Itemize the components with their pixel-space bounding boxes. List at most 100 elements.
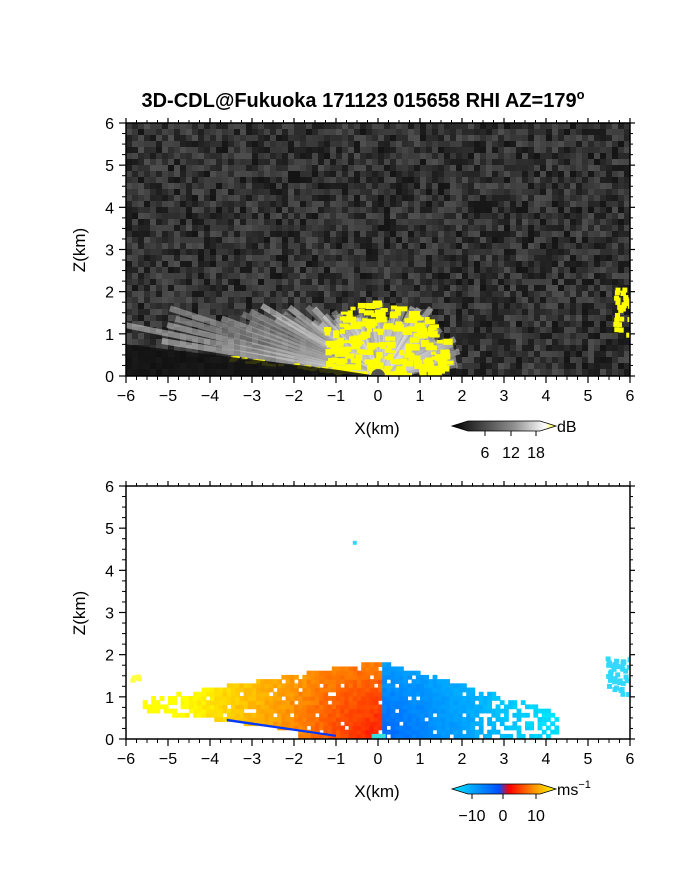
noise-cell <box>528 243 534 249</box>
noise-cell <box>216 147 222 153</box>
noise-cell <box>600 159 606 165</box>
strong-echo-cell <box>617 304 623 310</box>
velocity-cell <box>415 704 421 710</box>
noise-cell <box>294 123 300 129</box>
noise-cell <box>588 273 594 279</box>
noise-cell <box>624 315 630 321</box>
velocity-cell <box>390 700 396 706</box>
velocity-cell <box>436 712 442 718</box>
velocity-cell <box>239 700 245 706</box>
velocity-cell <box>268 717 274 722</box>
noise-cell <box>348 183 354 189</box>
noise-cell <box>558 327 564 333</box>
noise-cell <box>486 357 492 363</box>
noise-cell <box>204 135 210 141</box>
noise-cell <box>576 171 582 177</box>
noise-cell <box>408 231 414 237</box>
top-ylabel: Z(km) <box>70 228 89 272</box>
velocity-cell <box>302 712 308 718</box>
noise-cell <box>384 243 390 249</box>
noise-cell <box>558 261 564 267</box>
noise-cell <box>426 123 432 129</box>
noise-cell <box>228 147 234 153</box>
velocity-cell <box>424 721 429 727</box>
noise-cell <box>450 171 456 177</box>
velocity-cell <box>340 695 345 701</box>
noise-cell <box>468 171 474 177</box>
noise-cell <box>480 285 486 291</box>
velocity-cell <box>361 666 366 672</box>
noise-cell <box>180 207 186 213</box>
noise-cell <box>252 207 258 213</box>
noise-cell <box>390 219 396 225</box>
noise-cell <box>126 285 132 291</box>
noise-cell <box>156 195 162 201</box>
noise-cell <box>564 225 570 231</box>
noise-cell <box>618 183 624 189</box>
noise-cell <box>582 291 588 297</box>
noise-cell <box>582 141 588 147</box>
velocity-cell <box>378 712 383 718</box>
noise-cell <box>534 315 540 321</box>
noise-cell <box>192 141 198 147</box>
noise-cell <box>222 279 228 285</box>
noise-cell <box>432 297 438 303</box>
noise-cell <box>348 129 354 135</box>
velocity-cell <box>176 712 182 718</box>
noise-cell <box>420 129 426 135</box>
noise-cell <box>168 195 174 201</box>
noise-cell <box>552 153 558 159</box>
noise-cell <box>126 135 132 141</box>
noise-cell <box>540 231 546 237</box>
noise-cell <box>474 225 480 231</box>
velocity-cell <box>214 691 219 697</box>
noise-cell <box>144 261 150 267</box>
noise-cell <box>222 255 228 261</box>
noise-cell <box>336 141 342 147</box>
noise-cell <box>246 201 252 207</box>
noise-cell <box>162 231 168 237</box>
noise-cell <box>564 129 570 135</box>
noise-cell <box>528 147 534 153</box>
velocity-cell <box>399 700 404 706</box>
velocity-cell <box>289 708 295 714</box>
noise-cell <box>558 291 564 297</box>
noise-cell <box>210 207 216 213</box>
noise-cell <box>438 297 444 303</box>
velocity-cell <box>436 729 442 735</box>
velocity-cell <box>411 704 417 710</box>
noise-cell <box>516 345 522 351</box>
noise-cell <box>336 225 342 231</box>
noise-cell <box>264 213 270 219</box>
noise-cell <box>186 129 192 135</box>
velocity-cell <box>210 712 215 718</box>
velocity-cell <box>411 683 417 689</box>
noise-cell <box>420 213 426 219</box>
noise-cell <box>402 267 408 273</box>
noise-cell <box>390 183 396 189</box>
noise-cell <box>138 303 144 309</box>
noise-cell <box>288 195 294 201</box>
noise-cell <box>564 171 570 177</box>
noise-cell <box>492 141 498 147</box>
noise-cell <box>468 237 474 243</box>
noise-cell <box>426 219 432 225</box>
noise-cell <box>312 267 318 273</box>
velocity-cell <box>294 704 299 710</box>
noise-cell <box>216 207 222 213</box>
velocity-cell <box>348 712 354 718</box>
noise-cell <box>234 171 240 177</box>
noise-cell <box>246 285 252 291</box>
velocity-cell <box>432 687 438 693</box>
noise-cell <box>444 231 450 237</box>
velocity-cell <box>415 674 421 680</box>
noise-cell <box>192 255 198 261</box>
noise-cell <box>132 333 138 339</box>
noise-cell <box>324 291 330 297</box>
noise-cell <box>516 123 522 129</box>
noise-cell <box>594 129 600 135</box>
noise-cell <box>234 243 240 249</box>
velocity-cell <box>252 704 257 710</box>
noise-cell <box>414 225 420 231</box>
noise-cell <box>504 213 510 219</box>
